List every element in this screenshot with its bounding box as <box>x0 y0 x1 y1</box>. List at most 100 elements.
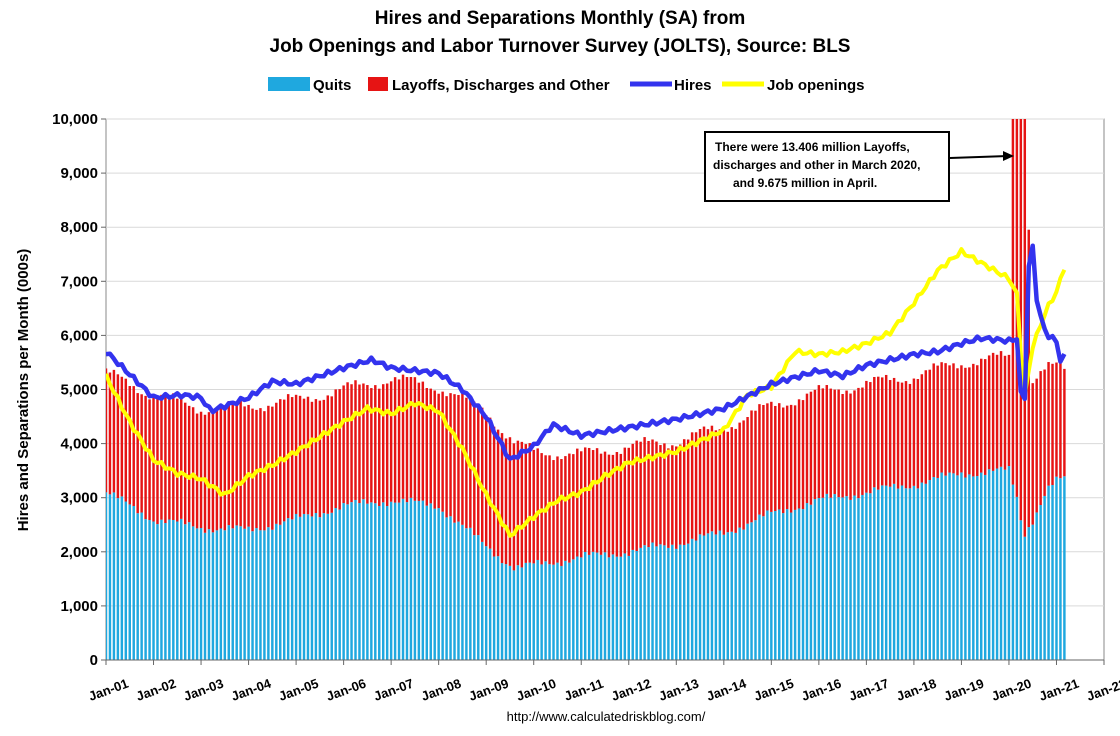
bar-quits <box>865 492 868 660</box>
bar-layoffs <box>314 399 318 514</box>
bar-quits <box>290 519 294 660</box>
bar-layoffs <box>203 414 207 533</box>
bar-quits <box>615 556 619 660</box>
bar-layoffs <box>183 402 187 525</box>
bar-layoffs <box>888 380 892 487</box>
bar-quits <box>928 480 931 660</box>
bar-quits <box>837 497 840 660</box>
bar-layoffs <box>1059 363 1062 479</box>
bar-layoffs <box>354 380 357 500</box>
bar-quits <box>164 523 167 660</box>
bar-quits <box>619 556 623 660</box>
bar-layoffs <box>829 388 832 498</box>
bar-layoffs <box>488 417 492 549</box>
bar-quits <box>286 518 290 660</box>
bar-layoffs <box>845 390 848 497</box>
bar-layoffs <box>936 365 939 478</box>
bar-quits <box>869 493 872 660</box>
bar-layoffs <box>389 381 393 502</box>
bar-layoffs <box>500 433 504 564</box>
bar-quits <box>861 494 864 660</box>
bar-layoffs <box>797 399 801 509</box>
bar-quits <box>536 559 539 660</box>
bar-quits <box>714 534 718 660</box>
bar-quits <box>580 557 583 660</box>
bar-quits <box>702 535 706 660</box>
bar-layoffs <box>580 451 583 558</box>
bar-layoffs <box>164 394 167 524</box>
bar-layoffs <box>223 405 227 531</box>
bar-layoffs <box>766 403 769 511</box>
bar-layoffs <box>675 446 678 549</box>
bar-layoffs <box>441 391 444 512</box>
annotation-line-3: and 9.675 million in April. <box>733 176 877 190</box>
bar-layoffs <box>583 447 587 552</box>
bar-quits <box>805 503 809 660</box>
bar-layoffs <box>484 415 488 547</box>
bar-layoffs <box>932 363 935 478</box>
bar-layoffs <box>968 367 971 475</box>
bar-layoffs <box>1047 362 1050 486</box>
bar-layoffs <box>884 374 888 486</box>
x-tick-label: Jan-02 <box>134 676 178 704</box>
bar-quits <box>302 513 306 660</box>
bar-quits <box>1023 536 1027 660</box>
bar-quits <box>334 508 337 660</box>
x-tick-label: Jan-07 <box>372 676 416 704</box>
bar-quits <box>259 530 262 660</box>
y-tick-label: 10,000 <box>52 111 98 128</box>
bar-layoffs <box>528 443 531 563</box>
hires-line <box>106 243 1067 461</box>
bar-layoffs <box>781 407 785 514</box>
bar-quits <box>564 560 567 660</box>
bar-quits <box>540 564 543 660</box>
bar-quits <box>326 513 330 660</box>
bar-layoffs <box>631 443 634 550</box>
bar-quits <box>106 492 108 660</box>
bar-layoffs <box>552 460 555 565</box>
bar-layoffs <box>477 405 480 536</box>
bar-layoffs <box>948 365 951 473</box>
bar-quits <box>548 564 551 660</box>
bar-quits <box>845 496 848 660</box>
bar-layoffs <box>1007 354 1011 467</box>
bar-quits <box>651 542 654 660</box>
bar-quits <box>797 508 801 660</box>
bar-quits <box>393 502 397 660</box>
bar-quits <box>983 474 987 660</box>
bar-layoffs <box>148 399 151 521</box>
x-tick-label: Jan-20 <box>989 676 1033 704</box>
bar-layoffs <box>168 395 171 520</box>
bar-layoffs <box>215 409 219 531</box>
y-tick-label: 7,000 <box>60 273 98 290</box>
bar-quits <box>968 474 971 660</box>
x-tick-label: Jan-10 <box>514 676 558 704</box>
bar-layoffs <box>809 391 813 505</box>
bar-quits <box>330 512 333 660</box>
bar-layoffs <box>508 437 512 566</box>
bar-quits <box>180 518 183 660</box>
bar-layoffs <box>397 379 401 503</box>
bar-layoffs <box>877 376 880 490</box>
bar-layoffs <box>730 427 733 532</box>
bar-quits <box>453 522 456 660</box>
bar-quits <box>892 483 896 660</box>
bar-quits <box>841 497 844 660</box>
bar-layoffs <box>940 362 943 473</box>
bar-quits <box>960 472 963 660</box>
bar-quits <box>1019 520 1023 660</box>
bar-layoffs <box>568 453 571 563</box>
bar-layoffs <box>841 394 844 498</box>
bar-layoffs <box>532 449 535 564</box>
bar-layoffs <box>1063 368 1066 477</box>
bar-layoffs <box>770 401 773 512</box>
bar-layoffs <box>235 402 238 526</box>
chart-subtitle: Job Openings and Labor Turnover Survey (… <box>270 36 851 57</box>
bar-layoffs <box>338 389 341 510</box>
bar-quits <box>528 562 531 660</box>
bar-quits <box>425 505 429 660</box>
bar-layoffs <box>172 393 175 521</box>
bar-quits <box>532 563 535 660</box>
bar-quits <box>833 494 836 660</box>
